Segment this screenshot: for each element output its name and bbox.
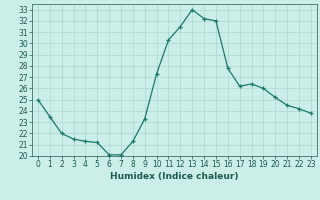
X-axis label: Humidex (Indice chaleur): Humidex (Indice chaleur) xyxy=(110,172,239,181)
